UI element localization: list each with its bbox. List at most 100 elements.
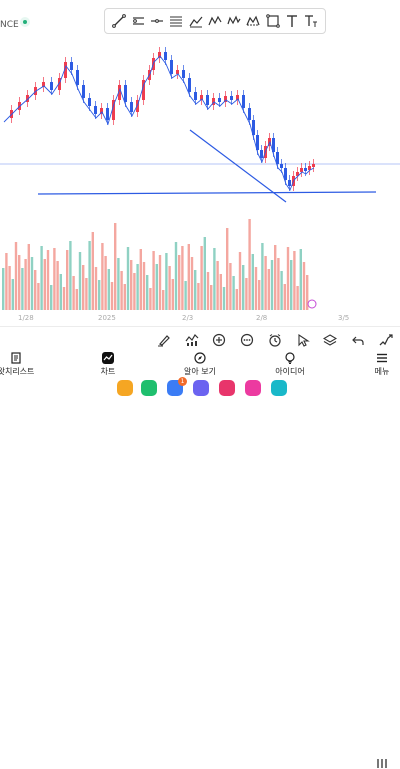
- xabcd-pattern-icon[interactable]: [245, 13, 261, 29]
- time-axis-label: 2/3: [182, 314, 194, 322]
- volume-bar: [5, 253, 8, 310]
- horizontal-ray-icon[interactable]: [130, 13, 146, 29]
- volume-bar: [299, 249, 302, 310]
- more-dots-icon[interactable]: [239, 332, 255, 348]
- volume-bar: [85, 278, 88, 310]
- messages-app-icon[interactable]: 1: [167, 377, 187, 396]
- candle-body: [106, 108, 109, 120]
- candle-body: [242, 95, 245, 108]
- time-axis-label: 3/5: [338, 314, 350, 322]
- volume-bar: [258, 280, 261, 310]
- parallel-channel-icon[interactable]: [168, 13, 184, 29]
- volume-bar: [200, 246, 203, 310]
- folder-app-icon[interactable]: [117, 380, 133, 396]
- symbol-title[interactable]: NCE: [0, 20, 19, 30]
- volume-bar: [110, 282, 114, 310]
- volume-bar: [123, 284, 126, 310]
- notes-app-icon[interactable]: [271, 380, 287, 396]
- candle-body: [130, 102, 133, 112]
- time-axis-label: 2/8: [256, 314, 268, 322]
- volume-bar: [130, 260, 133, 310]
- volume-bar: [242, 265, 245, 310]
- volume-bar: [203, 237, 206, 310]
- volume-bar: [197, 283, 200, 310]
- compare-icon[interactable]: [211, 332, 227, 348]
- candle-body: [230, 96, 233, 100]
- layers-icon[interactable]: [322, 332, 338, 348]
- volume-bar: [98, 280, 101, 310]
- candle-body: [158, 52, 161, 58]
- candle-body: [308, 166, 311, 170]
- internet-app-icon[interactable]: [193, 380, 209, 396]
- volume-bar: [126, 247, 130, 310]
- volume-bar: [114, 223, 117, 310]
- recent-apps-icon[interactable]: [377, 759, 387, 769]
- nav-item-chart[interactable]: 차트: [68, 352, 148, 378]
- time-axis-label: 2025: [98, 314, 116, 322]
- candle-body: [288, 180, 291, 186]
- candle-body: [42, 82, 45, 87]
- volume-bar: [238, 252, 242, 310]
- volume-bar: [27, 244, 30, 310]
- volume-bar: [248, 219, 251, 310]
- nav-item-menu[interactable]: 메뉴: [342, 352, 400, 378]
- candle-body: [70, 62, 73, 70]
- nav-item-watchlist[interactable]: 왓치리스트: [0, 352, 56, 378]
- volume-bar: [101, 243, 104, 310]
- text-icon[interactable]: [284, 13, 300, 29]
- indicators-icon[interactable]: [184, 332, 200, 348]
- candle-body: [252, 120, 255, 135]
- camera-app-icon[interactable]: [219, 380, 235, 396]
- candle-body: [206, 95, 209, 105]
- nav-item-explore[interactable]: 알아 보기: [160, 352, 240, 378]
- rectangle-icon[interactable]: [265, 13, 281, 29]
- volume-bar: [226, 228, 229, 310]
- volume-bar: [162, 290, 165, 310]
- volume-bar: [53, 248, 56, 310]
- text-size-icon[interactable]: [303, 13, 319, 29]
- volume-bar: [178, 255, 181, 310]
- volume-bar: [139, 249, 142, 310]
- replay-icon[interactable]: [378, 332, 394, 348]
- nav-item-ideas[interactable]: 아이디어: [250, 352, 330, 378]
- candle-body: [164, 52, 167, 60]
- horizontal-line-icon[interactable]: [149, 13, 165, 29]
- alert-clock-icon[interactable]: [267, 332, 283, 348]
- chart-action-bar: [150, 330, 400, 350]
- pitchfork-icon[interactable]: [207, 13, 223, 29]
- menu-icon: [377, 353, 387, 363]
- volume-bar: [190, 257, 194, 310]
- gallery-app-icon[interactable]: [245, 380, 261, 396]
- brush-icon[interactable]: [156, 332, 172, 348]
- trend-line-icon[interactable]: [111, 13, 127, 29]
- nav-label: 왓치리스트: [0, 367, 35, 376]
- volume-bar: [306, 275, 309, 310]
- candle-body: [200, 95, 203, 100]
- candle-body: [260, 150, 263, 158]
- volume-bar: [290, 260, 293, 310]
- market-status-dot: [20, 17, 30, 27]
- phone-app-icon[interactable]: [141, 380, 157, 396]
- fib-retracement-icon[interactable]: [188, 13, 204, 29]
- price-chart[interactable]: [0, 40, 400, 326]
- volume-bar: [219, 274, 222, 310]
- volume-bar: [37, 283, 40, 310]
- cursor-icon[interactable]: [295, 332, 311, 348]
- volume-bar: [158, 255, 162, 310]
- time-axis: 1/28 2025 2/3 2/8 3/5: [0, 312, 400, 326]
- volume-bar: [40, 246, 43, 310]
- candle-body: [88, 98, 91, 106]
- volume-bar: [56, 261, 59, 310]
- moving-average-line: [3, 55, 315, 191]
- volume-bar: [174, 242, 178, 310]
- candle-body: [280, 164, 283, 168]
- drawn-support-line: [37, 191, 377, 195]
- volume-bar: [8, 266, 11, 310]
- nav-label: 아이디어: [275, 367, 305, 376]
- undo-icon[interactable]: [350, 332, 366, 348]
- volume-bar: [232, 276, 235, 310]
- volume-bar: [75, 289, 78, 310]
- volume-bar: [2, 268, 5, 310]
- elliott-wave-icon[interactable]: [226, 13, 242, 29]
- bottom-navigation: 왓치리스트 차트 알아 보기 아이디어 메뉴: [0, 352, 400, 378]
